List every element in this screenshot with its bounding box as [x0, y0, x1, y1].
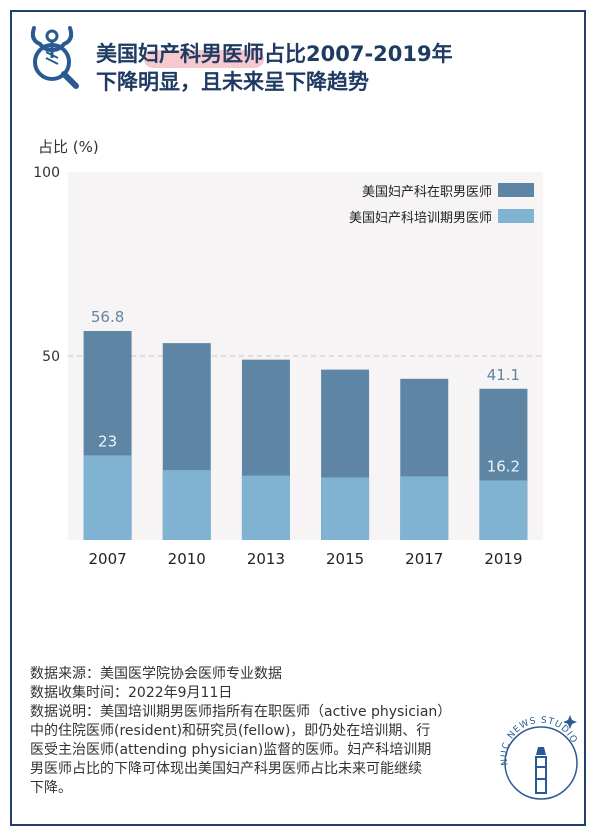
chart-title: 美国妇产科男医师占比2007-2019年 下降明显，且未来呈下降趋势 — [96, 40, 566, 96]
data-label-trainee-2019: 16.2 — [487, 457, 520, 475]
bar-trainee-2017 — [400, 476, 449, 540]
notes-desc-4: 男医师占比的下降可体现出美国妇产科男医师占比未来可能继续 — [30, 761, 422, 777]
legend-label-1: 美国妇产科培训期男医师 — [349, 210, 492, 226]
notes-desc-5: 下降。 — [30, 780, 72, 796]
y-tick-label: 50 — [42, 349, 60, 365]
bar-trainee-2010 — [162, 470, 211, 540]
notes-desc-3: 医受主治医师(attending physician)监督的医师。妇产科培训期 — [30, 742, 432, 758]
title-highlight — [144, 50, 264, 68]
legend-swatch-1 — [498, 209, 534, 223]
data-label-active-2019: 41.1 — [487, 366, 520, 384]
notes-source: 数据来源：美国医学院协会医师专业数据 — [30, 666, 282, 682]
legend-swatch-0 — [498, 183, 534, 197]
x-tick-label-2013: 2013 — [247, 550, 285, 568]
y-tick-label: 100 — [33, 165, 60, 181]
bar-chart: 50 100 56.8 23 2007 2010 2013 2015 2017 41.1 16.2 2… — [33, 165, 543, 568]
title-line-2: 下降明显，且未来呈下降趋势 — [96, 70, 369, 94]
notes-desc-1: 数据说明：美国培训期男医师指所有在职医师（active physician） — [30, 704, 452, 720]
notes-block: 数据来源：美国医学院协会医师专业数据 数据收集时间：2022年9月11日 数据说… — [30, 665, 500, 798]
legend-label-0: 美国妇产科在职男医师 — [362, 184, 492, 200]
magnifier-logo-icon — [30, 26, 79, 89]
x-tick-label-2019: 2019 — [484, 550, 522, 568]
notes-desc-2: 中的住院医师(resident)和研究员(fellow)，即仍处在培训期、行 — [30, 723, 431, 739]
bar-trainee-2013 — [241, 475, 290, 540]
data-label-trainee-2007: 23 — [98, 432, 117, 450]
bar-trainee-2015 — [321, 477, 370, 540]
bar-trainee-2019 — [479, 480, 528, 540]
x-tick-label-2017: 2017 — [405, 550, 443, 568]
bar-trainee-2007 — [83, 455, 132, 540]
title-line-1: 美国妇产科男医师占比2007-2019年 — [96, 42, 453, 66]
notes-date: 数据收集时间：2022年9月11日 — [30, 685, 233, 701]
x-tick-label-2015: 2015 — [326, 550, 364, 568]
x-tick-label-2010: 2010 — [168, 550, 206, 568]
studio-stamp-icon: NUC NEWS STUDIO — [500, 715, 578, 800]
data-label-active-2007: 56.8 — [91, 308, 124, 326]
y-axis-label: 占比 (%) — [38, 138, 99, 156]
x-tick-label-2007: 2007 — [88, 550, 126, 568]
